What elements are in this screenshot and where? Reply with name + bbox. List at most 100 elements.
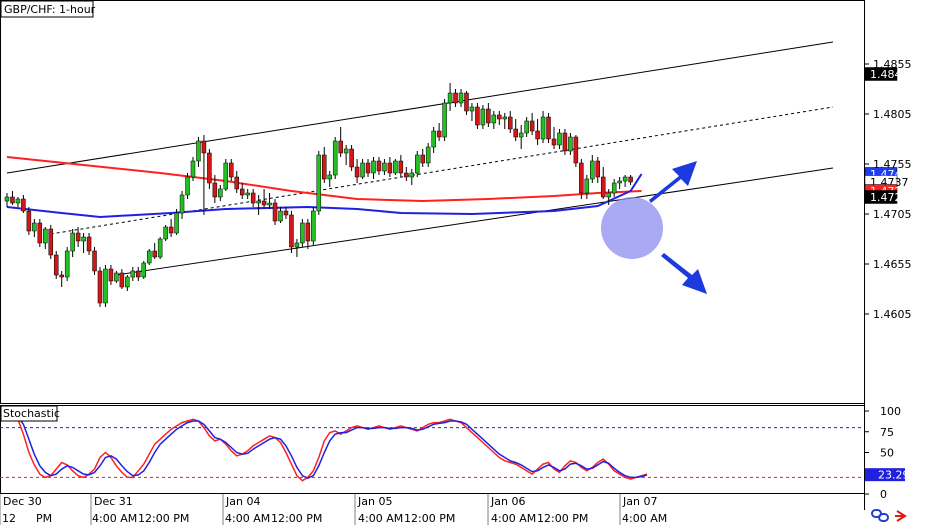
candle-body — [415, 154, 420, 174]
candle-body — [409, 172, 415, 178]
candle-body — [294, 242, 300, 248]
candle-body — [316, 154, 322, 212]
candle-body — [518, 132, 524, 138]
candle-body — [360, 162, 365, 178]
candle-body — [10, 196, 15, 204]
candle-body — [136, 270, 141, 278]
candle-body — [250, 192, 256, 204]
y-tick-label: 1.4605 — [873, 308, 912, 321]
candle-body — [327, 174, 332, 180]
sma-red-line — [6, 156, 642, 203]
candle-body — [497, 114, 502, 120]
candle-body — [349, 148, 354, 168]
candle-body — [617, 180, 622, 184]
candle-body — [32, 222, 37, 232]
stochastic-d-line — [6, 414, 648, 480]
candle-body — [97, 270, 103, 304]
candle-body — [234, 176, 239, 190]
x-time-label: 12:00 PM — [404, 512, 455, 525]
x-time-label: 12:00 PM — [271, 512, 322, 525]
stochastic-frame — [0, 405, 865, 494]
channel-upper-line — [6, 41, 834, 174]
candle-body — [185, 176, 190, 196]
candle-body — [146, 250, 152, 264]
candle-body — [420, 154, 425, 164]
stochastic-value-flag — [865, 468, 905, 482]
candle-body — [595, 160, 601, 178]
candle-body — [540, 116, 546, 140]
candle-body — [606, 192, 611, 198]
candle-body — [212, 182, 218, 198]
candle-body — [289, 214, 294, 248]
candle-body — [141, 262, 146, 278]
link-icon[interactable] — [871, 509, 889, 522]
candle-body — [103, 268, 108, 304]
x-time-label: 12:00 PM — [138, 512, 189, 525]
candle-body — [502, 116, 508, 120]
stochastic-y-tick-label: 100 — [880, 405, 901, 418]
candle-body — [546, 116, 551, 140]
candle-body — [491, 114, 497, 124]
share-arrow-icon[interactable] — [895, 510, 907, 522]
candle-body — [453, 92, 458, 104]
candle-body — [43, 228, 48, 244]
candle-body — [15, 198, 21, 204]
candle-body — [196, 140, 201, 162]
stochastic-y-tick-label: 50 — [880, 447, 894, 460]
candle-body — [464, 92, 469, 112]
candle-body — [272, 202, 278, 222]
candle-body — [486, 108, 491, 124]
y-tick-label: 1.4805 — [873, 108, 912, 121]
candle-body — [442, 102, 447, 138]
candle-body — [157, 238, 163, 258]
candle-body — [239, 188, 245, 196]
candle-body — [529, 120, 535, 132]
candle-body — [332, 140, 338, 176]
price-flag-label: 1.4845 — [870, 68, 909, 81]
candle-body — [278, 210, 283, 222]
candle-body — [70, 232, 75, 252]
candle-body — [343, 148, 349, 154]
candle-body — [21, 198, 26, 212]
candle-body — [425, 146, 431, 164]
price-flag-label: 1.4722 — [870, 191, 909, 204]
candle-body — [376, 160, 382, 172]
candle-body — [207, 152, 212, 184]
candle-body — [223, 162, 229, 190]
arrow-down-right-icon — [661, 253, 707, 294]
candle-body — [256, 200, 261, 204]
candle-body — [168, 226, 174, 234]
x-date-label: Jan 04 — [225, 495, 260, 508]
stochastic-k-line — [6, 413, 648, 482]
candle-body — [119, 272, 125, 288]
x-time-label: 4:00 AM — [358, 512, 403, 525]
candle-body — [513, 128, 518, 138]
candle-body — [590, 160, 595, 180]
candle-body — [354, 166, 360, 178]
channel-lower-line — [116, 167, 834, 276]
candle-body — [387, 162, 393, 174]
x-time-label: 4:00 AM — [92, 512, 137, 525]
candle-body — [557, 132, 562, 146]
stochastic-y-tick-label: 0 — [880, 488, 887, 501]
candle-body — [218, 188, 223, 198]
candle-body — [305, 222, 311, 242]
x-date-label: Jan 07 — [622, 495, 657, 508]
candle-body — [338, 140, 343, 154]
x-date-label: Jan 05 — [357, 495, 392, 508]
candle-body — [81, 236, 86, 242]
x-date-label: Jan 06 — [490, 495, 525, 508]
x-time-label: 12:00 PM — [537, 512, 588, 525]
candle-body — [37, 222, 43, 244]
candle-body — [86, 236, 92, 252]
stochastic-y-tick-label: 75 — [880, 426, 894, 439]
candle-body — [573, 136, 579, 164]
candle-body — [179, 194, 185, 214]
candle-body — [393, 160, 398, 174]
candle-body — [114, 272, 119, 282]
candle-body — [48, 228, 54, 256]
candle-body — [535, 130, 540, 140]
candle-body — [524, 120, 529, 134]
candle-body — [382, 162, 387, 172]
